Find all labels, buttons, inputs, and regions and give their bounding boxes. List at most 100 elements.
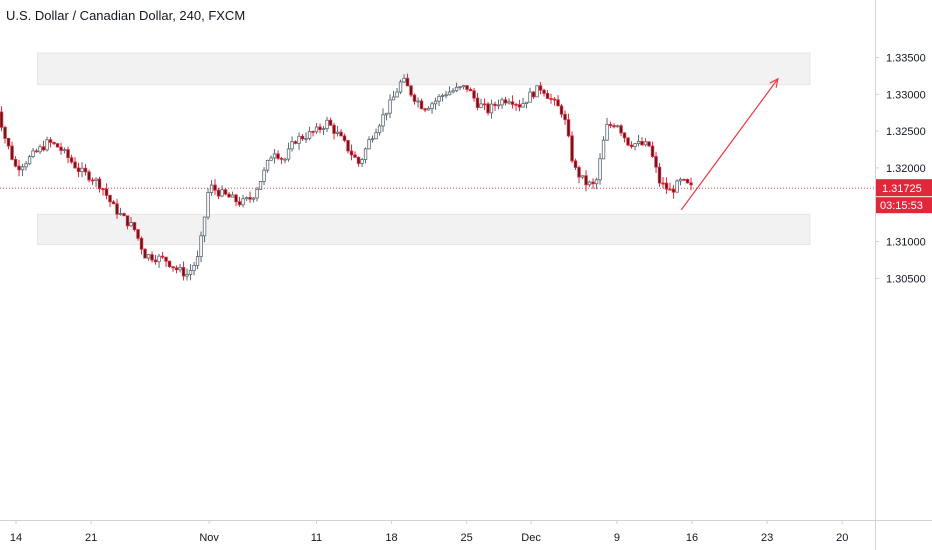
- last-price-label: 1.31725: [882, 183, 922, 195]
- trend-arrow[interactable]: [680, 78, 779, 211]
- candle-body: [566, 119, 571, 137]
- candle-body: [283, 158, 287, 161]
- candle-body: [493, 103, 497, 106]
- candle-body: [244, 197, 249, 200]
- candle-body: [377, 125, 382, 134]
- candle-body: [521, 103, 525, 108]
- candle-body: [76, 167, 81, 172]
- candle-body: [615, 125, 620, 128]
- candle-body: [150, 254, 154, 261]
- candle-body: [668, 188, 672, 191]
- candle-body: [440, 94, 445, 97]
- candle-body: [108, 195, 112, 203]
- candle-body: [412, 94, 417, 102]
- candle-body: [241, 198, 245, 206]
- candle-body: [24, 163, 28, 168]
- candle-body: [370, 138, 375, 141]
- candle-body: [220, 189, 224, 197]
- candle-body: [59, 146, 63, 151]
- zone-1[interactable]: [36, 52, 811, 86]
- candle-body: [685, 178, 690, 184]
- candle-body: [356, 156, 361, 164]
- candle-body: [27, 156, 32, 165]
- candle-body: [255, 188, 259, 199]
- candle-body: [409, 85, 413, 96]
- candle-body: [626, 137, 630, 146]
- candle-body: [213, 184, 217, 191]
- x-tick-label: 20: [836, 532, 848, 544]
- candle-body: [69, 157, 74, 163]
- candle-body: [605, 124, 609, 141]
- x-tick-label: 25: [461, 532, 473, 544]
- candles: [0, 73, 693, 281]
- candle-body: [139, 237, 144, 250]
- candle-body: [325, 119, 329, 130]
- candle-body: [73, 161, 77, 169]
- trend-arrow-head: [769, 77, 779, 88]
- candle-body: [178, 267, 182, 271]
- candle-body: [524, 101, 529, 104]
- candle-body: [622, 132, 627, 139]
- candle-body: [570, 135, 574, 162]
- candle-body: [104, 188, 109, 196]
- candle-body: [160, 255, 165, 258]
- candle-body: [640, 141, 644, 146]
- candle-body: [118, 213, 123, 215]
- candle-body: [675, 180, 679, 193]
- candle-body: [314, 126, 319, 133]
- y-tick-label: 1.32500: [886, 126, 926, 138]
- candle-body: [52, 141, 56, 145]
- candle-body: [262, 169, 266, 182]
- candle-body: [559, 105, 564, 115]
- candle-body: [636, 141, 641, 145]
- candle-body: [391, 96, 396, 101]
- candle-body: [17, 165, 21, 171]
- candle-body: [538, 85, 543, 91]
- candle-body: [90, 179, 95, 182]
- candle-body: [552, 98, 557, 101]
- candle-body: [584, 175, 588, 186]
- candle-body: [258, 181, 263, 190]
- candle-body: [535, 85, 539, 98]
- candle-body: [346, 140, 350, 152]
- x-tick-label: 11: [311, 532, 322, 544]
- candle-body: [143, 248, 147, 259]
- candle-body: [612, 125, 616, 128]
- candle-body: [608, 124, 613, 127]
- candle-body: [643, 141, 648, 146]
- y-tick-label: 1.32000: [886, 163, 926, 175]
- candle-body: [38, 146, 42, 153]
- candle-body: [248, 197, 252, 200]
- candle-body: [472, 90, 476, 99]
- candle-body: [629, 144, 634, 147]
- candle-body: [650, 145, 655, 157]
- x-tick-label: 9: [614, 532, 620, 544]
- zone-2[interactable]: [36, 213, 811, 246]
- candle-body: [48, 139, 53, 143]
- candle-body: [388, 99, 392, 114]
- candle-body: [419, 100, 424, 110]
- candle-body: [297, 135, 301, 144]
- candle-body: [510, 101, 515, 105]
- candle-body: [13, 159, 18, 167]
- candle-body: [367, 139, 371, 150]
- candle-body: [556, 99, 560, 107]
- candle-body: [514, 104, 518, 106]
- candle-body: [293, 141, 298, 144]
- candle-body: [468, 89, 473, 92]
- candle-body: [80, 167, 84, 172]
- x-tick-label: 16: [686, 532, 698, 544]
- candle-body: [398, 81, 403, 93]
- candle-body: [265, 159, 270, 171]
- candle-body: [349, 150, 354, 156]
- candle-body: [34, 150, 39, 153]
- candle-body: [321, 128, 326, 131]
- candle-body: [430, 103, 434, 109]
- candle-body: [66, 149, 70, 159]
- candle-body: [486, 103, 490, 114]
- candle-body: [479, 103, 483, 108]
- candle-body: [577, 167, 581, 178]
- candle-body: [458, 86, 462, 89]
- candle-body: [381, 114, 385, 127]
